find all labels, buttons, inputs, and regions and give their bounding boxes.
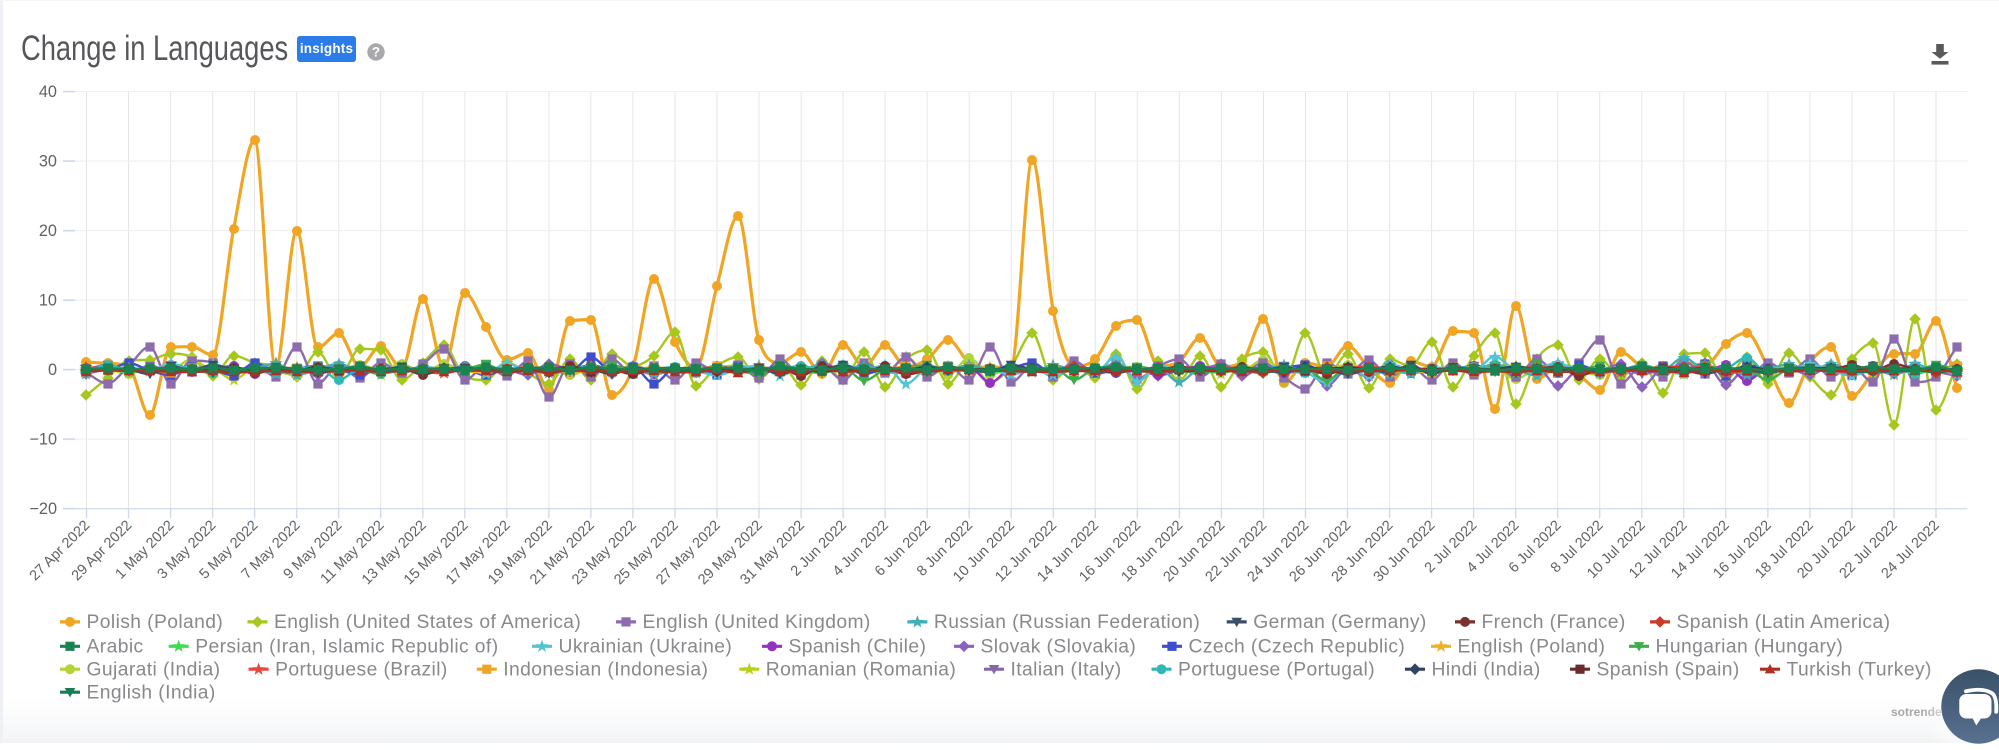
- svg-text:−20: −20: [29, 500, 57, 518]
- svg-text:English (United States of Amer: English (United States of America): [274, 612, 581, 633]
- svg-text:Polish (Poland): Polish (Poland): [87, 612, 224, 633]
- svg-text:Spanish (Latin America): Spanish (Latin America): [1677, 612, 1891, 633]
- svg-text:Ukrainian (Ukraine): Ukrainian (Ukraine): [559, 637, 733, 658]
- svg-text:Indonesian (Indonesia): Indonesian (Indonesia): [503, 660, 708, 681]
- svg-text:Hungarian (Hungary): Hungarian (Hungary): [1656, 637, 1844, 658]
- svg-text:Russian (Russian Federation): Russian (Russian Federation): [934, 612, 1200, 633]
- svg-text:Arabic: Arabic: [87, 637, 144, 658]
- svg-text:?: ?: [372, 45, 380, 60]
- svg-text:English (United Kingdom): English (United Kingdom): [643, 612, 871, 633]
- svg-text:20: 20: [39, 222, 57, 240]
- svg-text:Turkish (Turkey): Turkish (Turkey): [1787, 660, 1932, 681]
- svg-text:40: 40: [39, 83, 57, 101]
- svg-text:Spanish (Spain): Spanish (Spain): [1597, 660, 1740, 681]
- svg-text:0: 0: [48, 361, 57, 379]
- svg-text:French (France): French (France): [1482, 612, 1626, 633]
- svg-text:Portuguese (Portugal): Portuguese (Portugal): [1178, 660, 1375, 681]
- svg-text:Persian (Iran, Islamic Republi: Persian (Iran, Islamic Republic of): [195, 637, 498, 658]
- svg-text:English (Poland): English (Poland): [1458, 637, 1606, 658]
- svg-text:Romanian (Romania): Romanian (Romania): [766, 660, 956, 681]
- svg-text:Portuguese (Brazil): Portuguese (Brazil): [275, 660, 448, 681]
- svg-text:10: 10: [39, 291, 57, 309]
- svg-text:Spanish (Chile): Spanish (Chile): [789, 637, 927, 658]
- svg-text:Czech (Czech Republic): Czech (Czech Republic): [1189, 637, 1406, 658]
- svg-text:Hindi (India): Hindi (India): [1432, 660, 1541, 681]
- svg-text:Italian (Italy): Italian (Italy): [1011, 660, 1122, 681]
- svg-text:30: 30: [39, 152, 57, 170]
- svg-text:German (Germany): German (Germany): [1253, 612, 1427, 633]
- svg-text:Gujarati (India): Gujarati (India): [87, 660, 221, 681]
- svg-text:Slovak (Slovakia): Slovak (Slovakia): [981, 637, 1137, 658]
- svg-text:English (India): English (India): [87, 683, 216, 704]
- svg-text:−10: −10: [29, 430, 57, 448]
